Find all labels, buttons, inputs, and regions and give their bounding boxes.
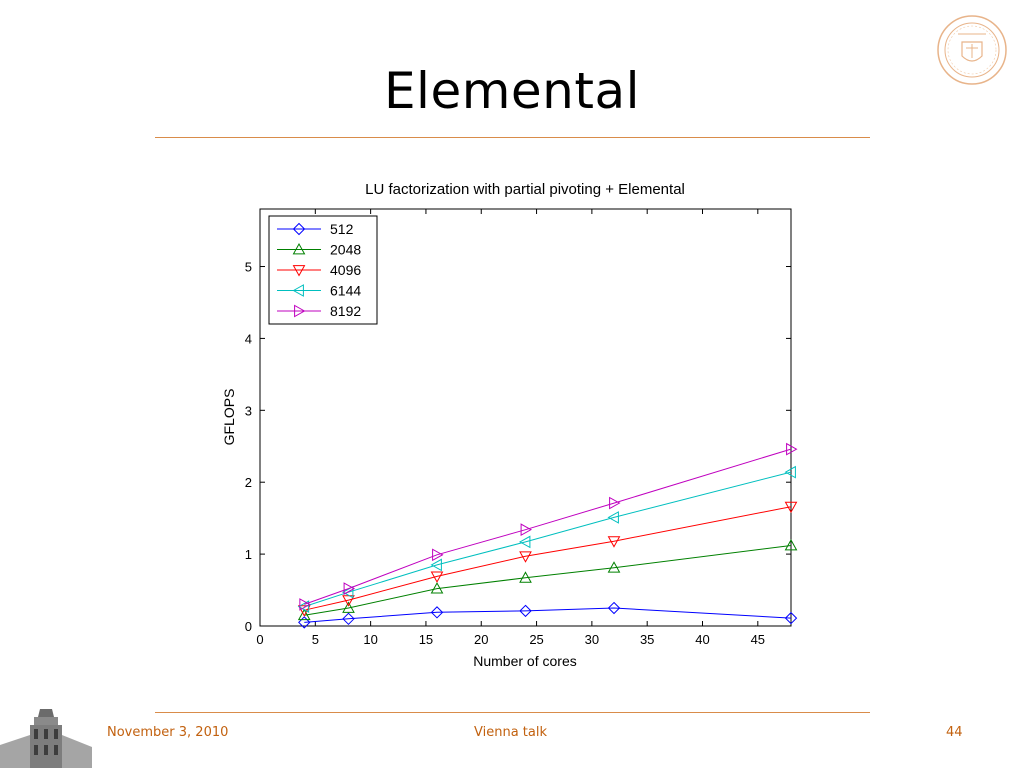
data-point xyxy=(430,571,444,583)
x-tick-label: 0 xyxy=(256,632,263,647)
title-underline xyxy=(155,137,870,138)
data-point xyxy=(343,582,356,595)
slide-title: Elemental xyxy=(383,62,641,120)
data-point xyxy=(784,538,798,551)
data-point xyxy=(609,496,621,510)
lu-factorization-chart: LU factorization with partial pivoting +… xyxy=(221,181,798,669)
series-line xyxy=(304,607,792,623)
data-point xyxy=(430,558,442,572)
tower-logo-icon xyxy=(0,705,92,768)
series-2048 xyxy=(297,538,798,621)
y-axis-label: GFLOPS xyxy=(221,389,237,446)
x-tick-label: 45 xyxy=(751,632,765,647)
x-tick-label: 5 xyxy=(312,632,319,647)
data-point xyxy=(432,548,444,562)
y-tick-label: 3 xyxy=(245,403,252,418)
legend-label: 8192 xyxy=(330,303,361,319)
legend-marker xyxy=(294,304,306,318)
series-line xyxy=(304,545,792,616)
data-point xyxy=(607,601,621,615)
series-8192 xyxy=(299,442,798,611)
y-tick-label: 4 xyxy=(245,331,252,346)
data-point xyxy=(341,585,354,599)
legend-label: 512 xyxy=(330,221,354,237)
data-point xyxy=(342,601,355,613)
x-tick-label: 35 xyxy=(640,632,654,647)
data-point xyxy=(784,465,796,479)
y-tick-label: 1 xyxy=(245,547,252,562)
data-point xyxy=(784,501,798,514)
series-512 xyxy=(298,601,798,629)
chart-legend: 512 2048 4096 6144 8192 xyxy=(268,215,378,325)
series-line xyxy=(304,448,792,605)
data-point xyxy=(520,523,533,537)
x-tick-label: 30 xyxy=(585,632,599,647)
legend-label: 6144 xyxy=(330,283,361,299)
data-point xyxy=(297,600,310,613)
data-point xyxy=(430,606,444,619)
legend-marker xyxy=(292,222,306,236)
series-6144 xyxy=(297,465,796,613)
legend-marker xyxy=(292,242,306,255)
data-point xyxy=(519,571,532,583)
data-point xyxy=(607,536,621,548)
series-layer xyxy=(297,442,798,629)
data-point xyxy=(297,608,311,621)
data-point xyxy=(607,511,619,524)
footer-page-number: 44 xyxy=(946,725,963,740)
y-tick-label: 0 xyxy=(245,619,252,634)
x-tick-label: 10 xyxy=(363,632,377,647)
data-point xyxy=(299,598,311,611)
x-tick-label: 15 xyxy=(419,632,433,647)
data-point xyxy=(342,612,355,626)
legend-label: 4096 xyxy=(330,262,361,278)
y-tick-label: 5 xyxy=(245,260,252,275)
data-point xyxy=(519,551,532,563)
data-point xyxy=(784,611,798,625)
data-point xyxy=(786,442,798,456)
chart-title: LU factorization with partial pivoting +… xyxy=(365,181,685,198)
footer-talk-name: Vienna talk xyxy=(474,725,547,740)
data-point xyxy=(519,604,532,618)
series-4096 xyxy=(297,501,798,617)
data-point xyxy=(518,535,531,549)
x-axis-label: Number of cores xyxy=(473,653,576,669)
footer-rule xyxy=(155,712,870,713)
series-line xyxy=(304,471,792,608)
x-tick-label: 40 xyxy=(695,632,709,647)
y-tick-label: 2 xyxy=(245,475,252,490)
x-tick-label: 25 xyxy=(529,632,543,647)
data-point xyxy=(430,582,444,594)
data-point xyxy=(298,616,311,629)
x-tick-label: 20 xyxy=(474,632,488,647)
legend-marker xyxy=(292,284,304,297)
legend-label: 2048 xyxy=(330,242,361,258)
university-seal-icon xyxy=(937,15,1007,85)
legend-marker xyxy=(292,265,306,277)
series-line xyxy=(304,506,792,611)
data-point xyxy=(607,561,621,573)
footer-date: November 3, 2010 xyxy=(107,725,229,740)
